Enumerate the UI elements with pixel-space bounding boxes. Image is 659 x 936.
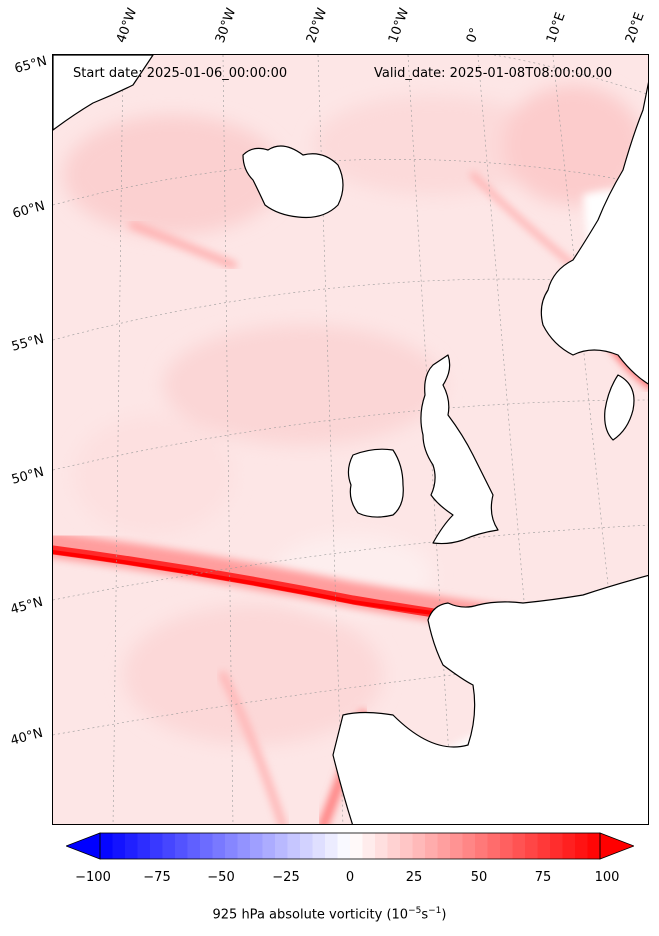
colorbar-tick: −100 bbox=[75, 870, 111, 885]
lon-label-10e: 10°E bbox=[543, 10, 569, 46]
colorbar-extend-max bbox=[599, 832, 634, 860]
colorbar-cell bbox=[387, 833, 401, 859]
colorbar-cell bbox=[250, 833, 263, 859]
lon-label-10w: 10°W bbox=[385, 6, 413, 45]
colorbar-cell bbox=[425, 833, 438, 859]
colorbar-cell bbox=[525, 833, 538, 859]
map-panel bbox=[52, 54, 649, 825]
coastlines bbox=[53, 55, 648, 824]
colorbar-tick: −25 bbox=[272, 870, 300, 885]
lon-label-0: 0° bbox=[463, 25, 484, 45]
colorbar-cell bbox=[300, 833, 313, 859]
vorticity-field-patches bbox=[63, 85, 643, 745]
lat-label-50n: 50°N bbox=[10, 464, 46, 488]
colorbar-label-mid: s bbox=[421, 907, 429, 923]
colorbar-cell bbox=[537, 833, 551, 859]
colorbar-cell bbox=[325, 833, 338, 859]
colorbar-label-exp1: −5 bbox=[408, 906, 422, 916]
colorbar-cell bbox=[462, 833, 476, 859]
colorbar-cell bbox=[562, 833, 576, 859]
colorbar-extend-min bbox=[66, 832, 101, 860]
colorbar-cell bbox=[550, 833, 563, 859]
colorbar-cell bbox=[125, 833, 138, 859]
colorbar-cell bbox=[512, 833, 526, 859]
colorbar-cell bbox=[175, 833, 188, 859]
colorbar-cell bbox=[287, 833, 301, 859]
lat-label-60n: 60°N bbox=[11, 198, 47, 222]
colorbar-cell bbox=[500, 833, 513, 859]
lon-label-30w: 30°W bbox=[212, 6, 240, 45]
colorbar-tick: −50 bbox=[207, 870, 235, 885]
lon-label-20w: 20°W bbox=[303, 6, 331, 45]
colorbar-cell bbox=[237, 833, 251, 859]
colorbar-cell bbox=[337, 833, 351, 859]
lat-label-45n: 45°N bbox=[9, 594, 45, 618]
colorbar-cell bbox=[312, 833, 326, 859]
colorbar-tick: −75 bbox=[143, 870, 171, 885]
lat-label-40n: 40°N bbox=[9, 725, 45, 749]
colorbar-cell bbox=[212, 833, 226, 859]
colorbar-cell bbox=[100, 833, 113, 859]
start-date-label: Start date: 2025-01-06_00:00:00 bbox=[73, 66, 288, 81]
colorbar-tick: 75 bbox=[534, 870, 552, 885]
colorbar-cell bbox=[400, 833, 413, 859]
colorbar-cell bbox=[150, 833, 163, 859]
colorbar-cell bbox=[437, 833, 451, 859]
colorbar-label: 925 hPa absolute vorticity (10−5s−1) bbox=[0, 906, 659, 922]
colorbar-cell bbox=[587, 833, 601, 859]
colorbar-label-exp2: −1 bbox=[428, 906, 442, 916]
colorbar-cell bbox=[450, 833, 463, 859]
colorbar-cell bbox=[487, 833, 501, 859]
colorbar-cell bbox=[200, 833, 213, 859]
colorbar-cell bbox=[575, 833, 588, 859]
colorbar bbox=[66, 832, 634, 860]
lat-label-65n: 65°N bbox=[13, 53, 49, 77]
colorbar-label-prefix: 925 hPa absolute vorticity (10 bbox=[212, 907, 409, 923]
lon-label-20e: 20°E bbox=[622, 10, 648, 46]
colorbar-cell bbox=[350, 833, 363, 859]
colorbar-tick: 50 bbox=[470, 870, 488, 885]
colorbar-label-suffix: ) bbox=[441, 907, 447, 923]
colorbar-cell bbox=[187, 833, 201, 859]
colorbar-cells bbox=[100, 833, 601, 859]
valid-date-label: Valid_date: 2025-01-08T08:00:00.00 bbox=[374, 66, 613, 81]
colorbar-cell bbox=[162, 833, 176, 859]
colorbar-cell bbox=[412, 833, 426, 859]
colorbar-cell bbox=[275, 833, 288, 859]
colorbar-tick: 25 bbox=[405, 870, 423, 885]
colorbar-cell bbox=[137, 833, 151, 859]
colorbar-cell bbox=[475, 833, 488, 859]
colorbar-outline bbox=[99, 832, 601, 860]
lat-label-55n: 55°N bbox=[10, 331, 46, 355]
colorbar-cell bbox=[112, 833, 126, 859]
colorbar-tick: 100 bbox=[594, 870, 620, 885]
lon-label-40w: 40°W bbox=[113, 6, 141, 45]
colorbar-tick: 0 bbox=[345, 870, 355, 885]
colorbar-cell bbox=[262, 833, 276, 859]
colorbar-cell bbox=[362, 833, 376, 859]
colorbar-cell bbox=[375, 833, 388, 859]
vorticity-map bbox=[53, 55, 648, 824]
colorbar-cell bbox=[225, 833, 238, 859]
